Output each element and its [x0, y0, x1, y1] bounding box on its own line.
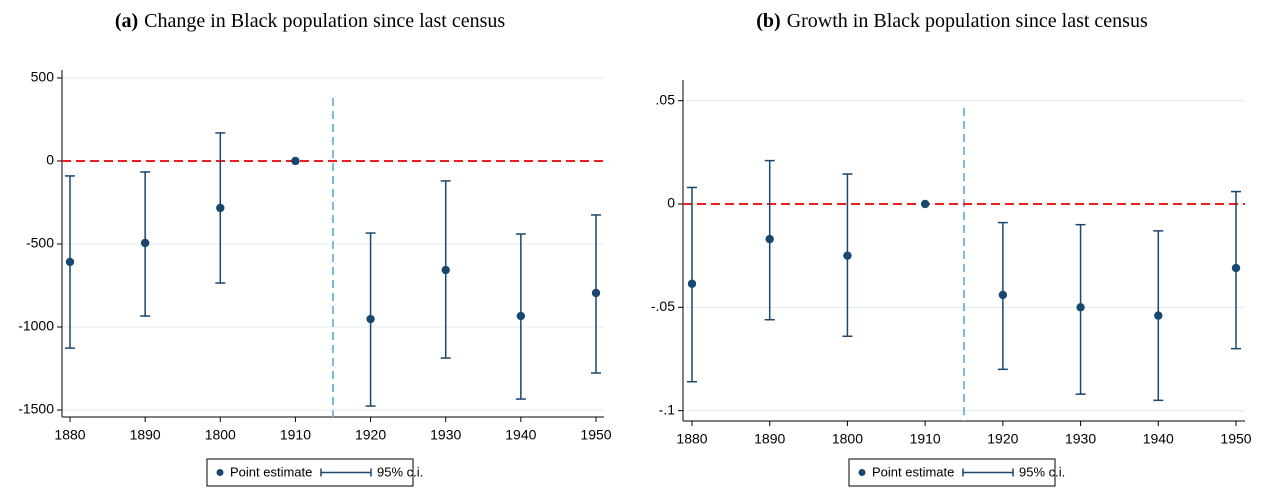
panel-title: (b) Growth in Black population since last…	[756, 10, 1148, 32]
x-tick-label: 1910	[910, 431, 941, 447]
x-tick-label: 1940	[1143, 431, 1174, 447]
y-tick-label: 500	[31, 69, 55, 85]
legend-box	[206, 458, 414, 487]
y-tick-label: 0	[667, 195, 675, 211]
panel: (a) Change in Black population since last…	[18, 10, 612, 487]
legend-box	[848, 458, 1056, 487]
legend-symbol	[858, 469, 866, 476]
y-tick-label: -1000	[18, 318, 54, 334]
point	[687, 279, 697, 288]
x-tick-label: 1880	[54, 427, 85, 443]
legend: Point estimate 95% c.i.	[206, 458, 423, 487]
y-tick-label: -1500	[18, 401, 54, 417]
point	[291, 156, 300, 166]
panel: (b) Growth in Black population since last…	[651, 10, 1252, 487]
x-tick-label: 1800	[205, 427, 236, 443]
point	[920, 199, 930, 209]
point	[998, 290, 1008, 300]
legend-label: Point estimate	[230, 464, 312, 479]
y-tick-label: .05	[656, 91, 676, 107]
y-tick-label: 0	[46, 152, 54, 168]
x-tick-label: 1950	[580, 427, 611, 443]
panel-label: (a)	[115, 10, 138, 32]
point	[1231, 263, 1241, 273]
point	[1154, 311, 1163, 320]
x-tick-label: 1920	[987, 431, 1018, 447]
x-tick-label: 1910	[280, 427, 311, 443]
x-tick-label: 1950	[1220, 431, 1251, 447]
y-tick-label: -.05	[651, 298, 675, 314]
point	[441, 265, 450, 275]
x-tick-label: 1930	[430, 427, 461, 443]
x-tick-label: 1800	[832, 431, 863, 447]
point	[366, 314, 375, 324]
legend-symbol	[216, 469, 224, 476]
x-tick-label: 1920	[355, 427, 386, 443]
legend-label: 95% c.i.	[377, 464, 423, 479]
x-tick-label: 1890	[130, 427, 161, 443]
panel-label: (b)	[756, 10, 780, 32]
y-tick-label: -500	[26, 235, 54, 251]
point	[843, 251, 852, 260]
point	[216, 203, 225, 213]
point	[765, 234, 774, 244]
point	[65, 257, 75, 267]
point	[516, 311, 526, 321]
chart-title: Change in Black population since last ce…	[144, 10, 505, 32]
panel-title: (a) Change in Black population since last…	[115, 10, 506, 32]
x-tick-label: 1940	[505, 427, 536, 443]
x-tick-label: 1880	[676, 431, 707, 447]
point	[591, 288, 601, 298]
legend-label: 95% c.i.	[1019, 464, 1065, 479]
x-tick-label: 1930	[1065, 431, 1096, 447]
x-tick-label: 1890	[754, 431, 785, 447]
legend-label: Point estimate	[872, 464, 954, 479]
point	[140, 238, 150, 248]
chart-title: Growth in Black population since last ce…	[787, 10, 1148, 32]
legend: Point estimate 95% c.i.	[848, 458, 1065, 487]
point	[1076, 303, 1085, 312]
y-tick-label: -.1	[659, 401, 676, 417]
